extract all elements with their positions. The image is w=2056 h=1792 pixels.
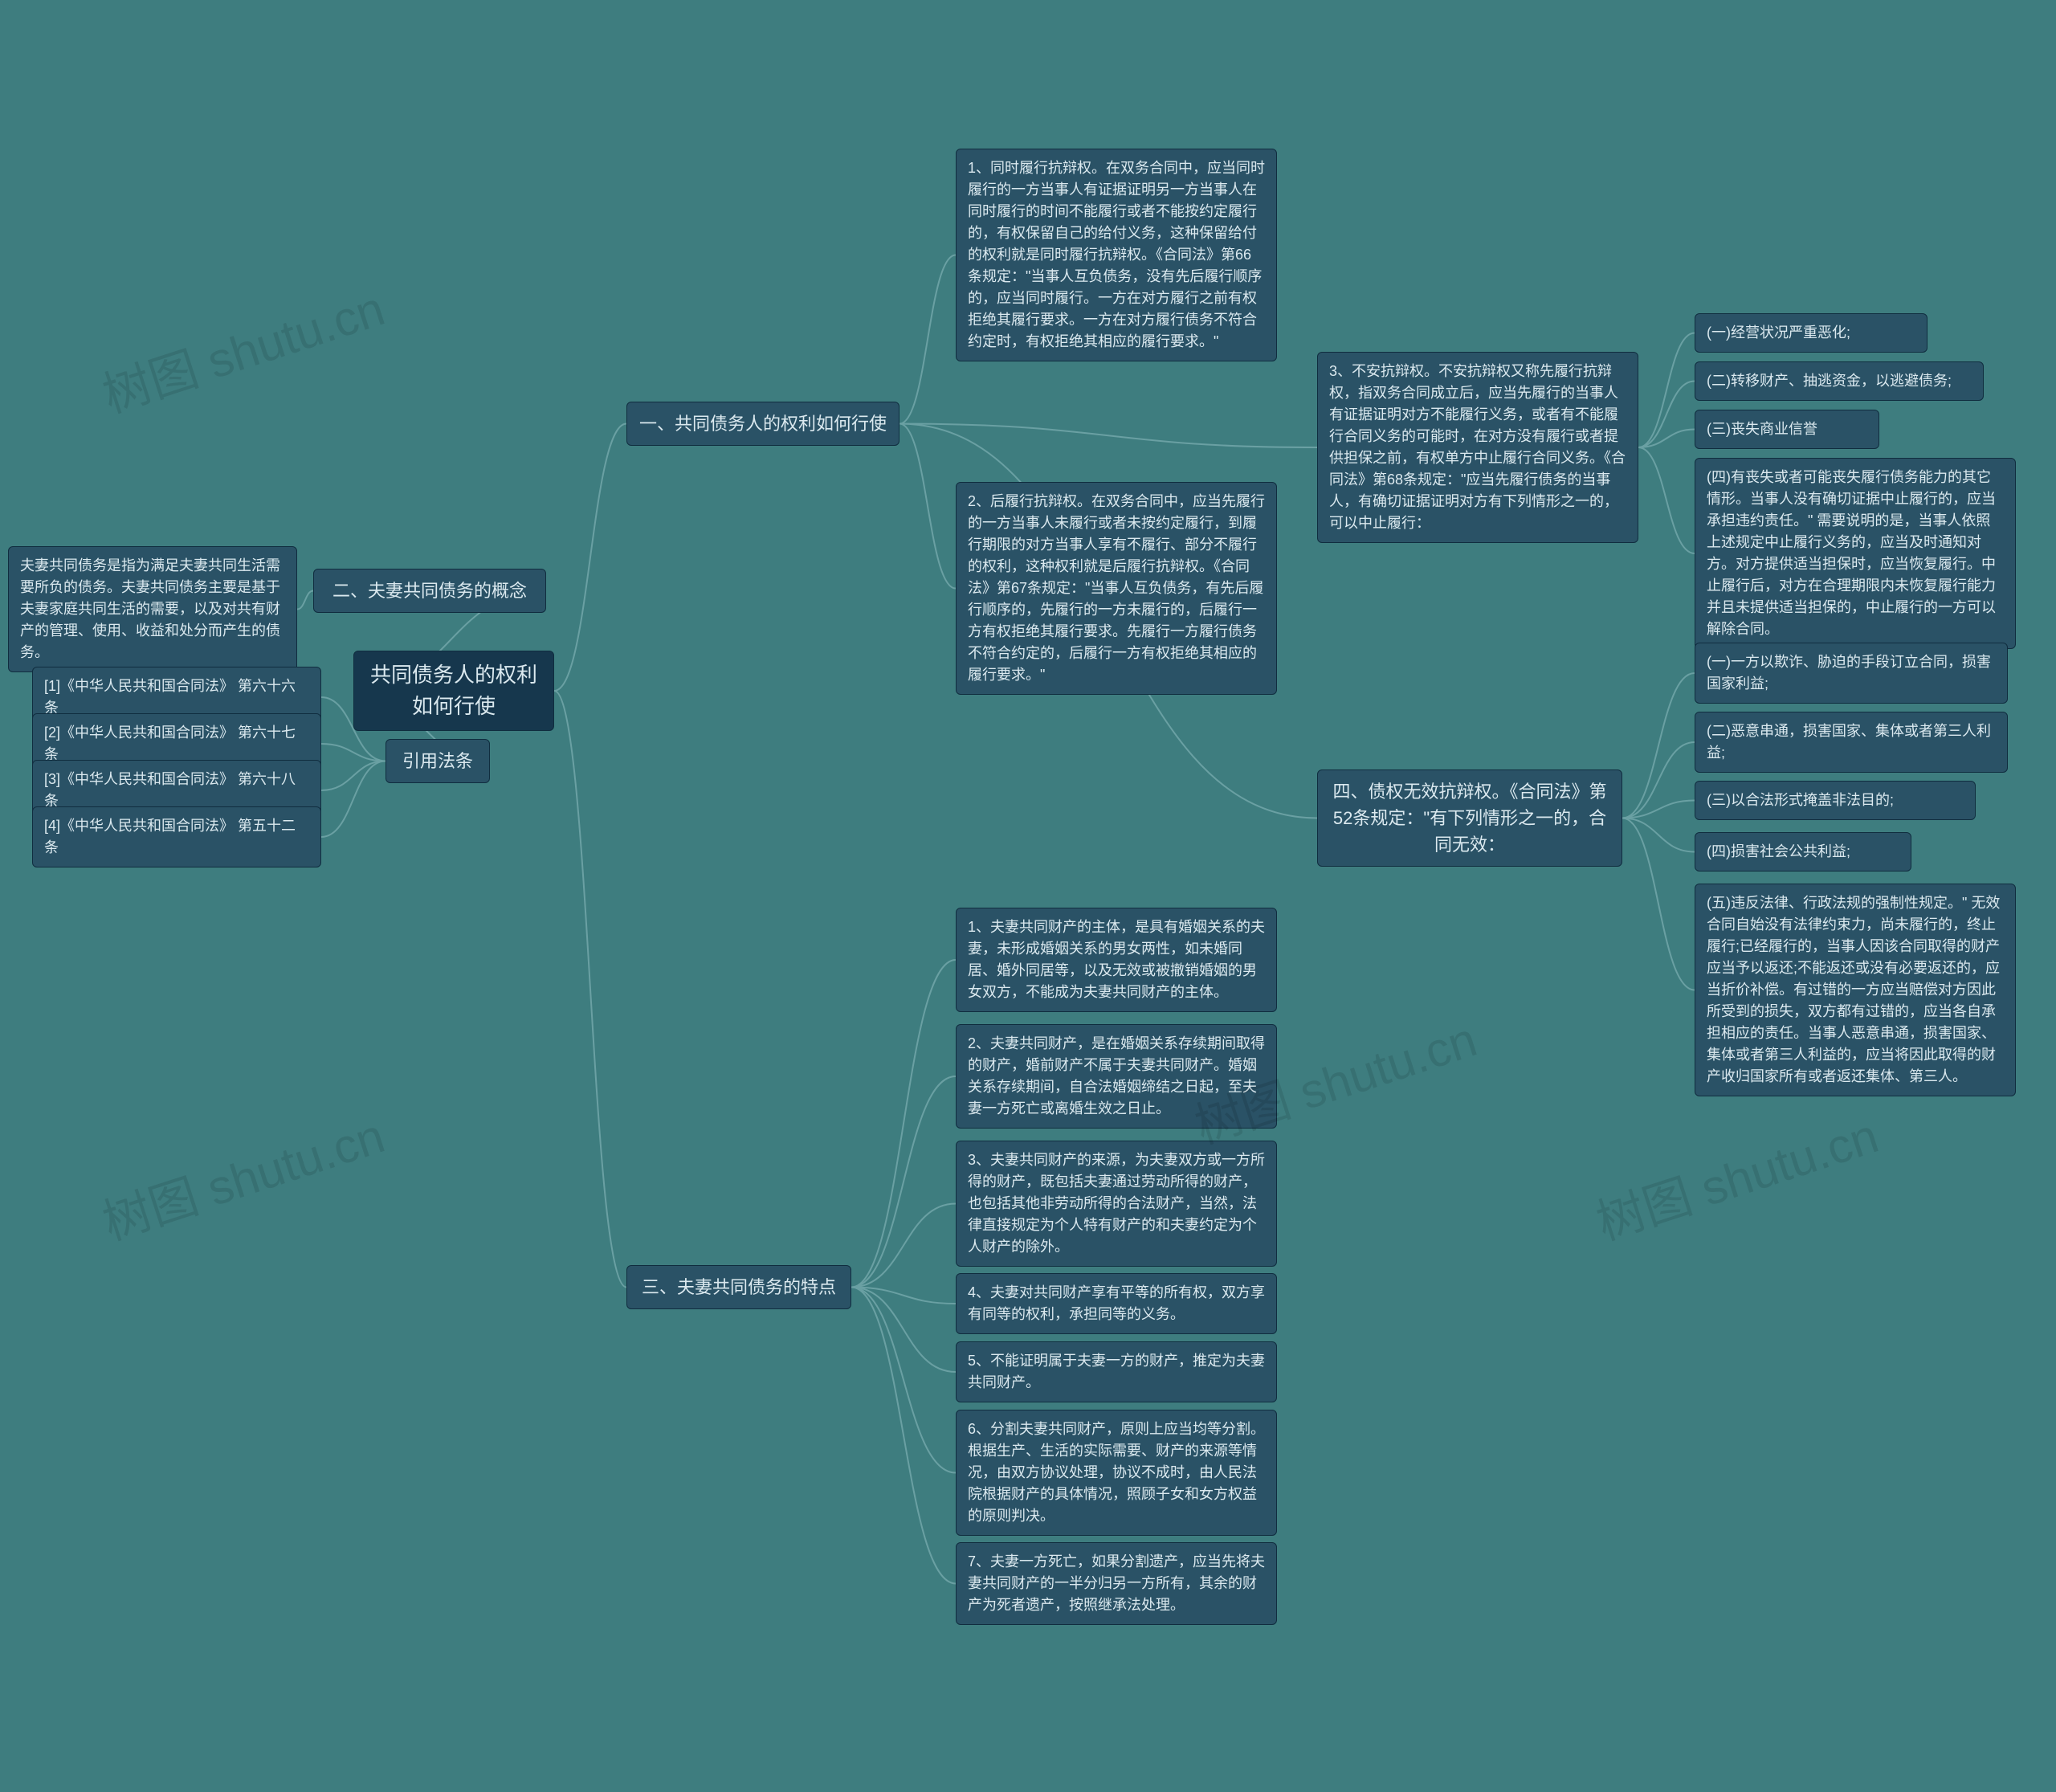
edge — [297, 591, 313, 610]
edge — [1638, 333, 1695, 448]
edge — [554, 424, 626, 692]
node-n3_3[interactable]: 3、夫妻共同财产的来源，为夫妻双方或一方所得的财产，既包括夫妻通过劳动所得的财产… — [956, 1141, 1277, 1267]
node-label: 2、夫妻共同财产，是在婚姻关系存续期间取得的财产，婚前财产不属于夫妻共同财产。婚… — [968, 1033, 1265, 1120]
node-label: 1、夫妻共同财产的主体，是具有婚姻关系的夫妻，未形成婚姻关系的男女两性，如未婚同… — [968, 916, 1265, 1003]
node-n4_4[interactable]: (四)损害社会公共利益; — [1695, 832, 1911, 872]
edge — [851, 1288, 956, 1584]
edge — [851, 1204, 956, 1288]
node-label: (四)有丧失或者可能丧失履行债务能力的其它情形。当事人没有确切证据中止履行的，应… — [1707, 467, 2004, 640]
edge — [851, 1288, 956, 1304]
node-label: 7、夫妻一方死亡，如果分割遗产，应当先将夫妻共同财产的一半分归另一方所有，其余的… — [968, 1551, 1265, 1616]
node-label: 6、分割夫妻共同财产，原则上应当均等分割。根据生产、生活的实际需要、财产的来源等… — [968, 1418, 1265, 1527]
node-n1_3b[interactable]: (二)转移财产、抽逃资金，以逃避债务; — [1695, 361, 1984, 401]
edge — [554, 691, 626, 1288]
edge — [900, 424, 1317, 448]
node-b3[interactable]: 三、夫妻共同债务的特点 — [626, 1265, 851, 1309]
node-n4_1[interactable]: (一)一方以欺诈、胁迫的手段订立合同，损害国家利益; — [1695, 643, 2008, 704]
node-label: [3]《中华人民共和国合同法》 第六十八条 — [44, 769, 309, 812]
node-n1_3[interactable]: 3、不安抗辩权。不安抗辩权又称先履行抗辩权，指双务合同成立后，应当先履行的当事人… — [1317, 352, 1638, 543]
node-n1_2[interactable]: 2、后履行抗辩权。在双务合同中，应当先履行的一方当事人未履行或者未按约定履行，到… — [956, 482, 1277, 695]
node-nL4[interactable]: [4]《中华人民共和国合同法》 第五十二条 — [32, 806, 321, 867]
node-label: 5、不能证明属于夫妻一方的财产，推定为夫妻共同财产。 — [968, 1350, 1265, 1394]
node-label: (二)恶意串通，损害国家、集体或者第三人利益; — [1707, 720, 1996, 764]
node-label: 2、后履行抗辩权。在双务合同中，应当先履行的一方当事人未履行或者未按约定履行，到… — [968, 491, 1265, 686]
watermark: 树图 shutu.cn — [92, 270, 392, 427]
node-n4_5[interactable]: (五)违反法律、行政法规的强制性规定。" 无效合同自始没有法律约束力，尚未履行的… — [1695, 884, 2016, 1096]
node-label: 1、同时履行抗辩权。在双务合同中，应当同时履行的一方当事人有证据证明另一方当事人… — [968, 157, 1265, 353]
node-label: (三)丧失商业信誉 — [1707, 418, 1817, 440]
edge — [1622, 673, 1695, 818]
mindmap-canvas: 共同债务人的权利如何行使 一、共同债务人的权利如何行使二、夫妻共同债务的概念三、夫… — [0, 0, 2056, 1792]
node-label: (二)转移财产、抽逃资金，以逃避债务; — [1707, 370, 1952, 392]
node-n3_2[interactable]: 2、夫妻共同财产，是在婚姻关系存续期间取得的财产，婚前财产不属于夫妻共同财产。婚… — [956, 1024, 1277, 1129]
node-bLaw[interactable]: 引用法条 — [386, 739, 490, 783]
node-label: 三、夫妻共同债务的特点 — [642, 1274, 836, 1300]
node-n2_1[interactable]: 夫妻共同债务是指为满足夫妻共同生活需要所负的债务。夫妻共同债务主要是基于夫妻家庭… — [8, 546, 297, 672]
node-n3_6[interactable]: 6、分割夫妻共同财产，原则上应当均等分割。根据生产、生活的实际需要、财产的来源等… — [956, 1410, 1277, 1536]
edge — [900, 255, 956, 424]
node-n1_3d[interactable]: (四)有丧失或者可能丧失履行债务能力的其它情形。当事人没有确切证据中止履行的，应… — [1695, 458, 2016, 649]
node-n3_5[interactable]: 5、不能证明属于夫妻一方的财产，推定为夫妻共同财产。 — [956, 1341, 1277, 1402]
edge — [851, 1288, 956, 1473]
node-n3_1[interactable]: 1、夫妻共同财产的主体，是具有婚姻关系的夫妻，未形成婚姻关系的男女两性，如未婚同… — [956, 908, 1277, 1012]
edge — [321, 744, 386, 761]
node-label: 引用法条 — [402, 748, 473, 774]
edge — [1638, 447, 1695, 553]
node-n4_2[interactable]: (二)恶意串通，损害国家、集体或者第三人利益; — [1695, 712, 2008, 773]
node-label: (一)经营状况严重恶化; — [1707, 322, 1850, 344]
node-label: [2]《中华人民共和国合同法》 第六十七条 — [44, 722, 309, 765]
edge — [1622, 818, 1695, 990]
node-b4[interactable]: 四、债权无效抗辩权。《合同法》第52条规定："有下列情形之一的，合同无效： — [1317, 769, 1622, 867]
node-label: (一)一方以欺诈、胁迫的手段订立合同，损害国家利益; — [1707, 651, 1996, 695]
edge — [851, 960, 956, 1288]
watermark: 树图 shutu.cn — [92, 1097, 392, 1254]
node-label: 共同债务人的权利如何行使 — [365, 659, 542, 722]
node-n1_1[interactable]: 1、同时履行抗辩权。在双务合同中，应当同时履行的一方当事人有证据证明另一方当事人… — [956, 149, 1277, 361]
edge — [1638, 382, 1695, 448]
node-n3_7[interactable]: 7、夫妻一方死亡，如果分割遗产，应当先将夫妻共同财产的一半分归另一方所有，其余的… — [956, 1542, 1277, 1625]
edge — [851, 1076, 956, 1288]
node-n1_3c[interactable]: (三)丧失商业信誉 — [1695, 410, 1879, 449]
edge — [851, 1288, 956, 1373]
node-n4_3[interactable]: (三)以合法形式掩盖非法目的; — [1695, 781, 1976, 820]
edge — [900, 424, 956, 589]
edge — [321, 761, 386, 791]
edge — [1622, 801, 1695, 818]
node-label: 4、夫妻对共同财产享有平等的所有权，双方享有同等的权利，承担同等的义务。 — [968, 1282, 1265, 1325]
node-label: 四、债权无效抗辩权。《合同法》第52条规定："有下列情形之一的，合同无效： — [1329, 778, 1610, 858]
node-label: (四)损害社会公共利益; — [1707, 841, 1850, 863]
node-label: (五)违反法律、行政法规的强制性规定。" 无效合同自始没有法律约束力，尚未履行的… — [1707, 892, 2004, 1088]
watermark: 树图 shutu.cn — [1586, 1097, 1886, 1254]
node-label: 二、夫妻共同债务的概念 — [332, 578, 527, 604]
node-b1[interactable]: 一、共同债务人的权利如何行使 — [626, 402, 900, 446]
edge — [1638, 430, 1695, 448]
node-root[interactable]: 共同债务人的权利如何行使 — [353, 651, 554, 731]
edge — [321, 761, 386, 838]
edge — [1622, 742, 1695, 818]
node-label: 一、共同债务人的权利如何行使 — [639, 410, 887, 437]
node-label: (三)以合法形式掩盖非法目的; — [1707, 790, 1894, 811]
node-n1_3a[interactable]: (一)经营状况严重恶化; — [1695, 313, 1928, 353]
edge — [1622, 818, 1695, 852]
node-label: 3、不安抗辩权。不安抗辩权又称先履行抗辩权，指双务合同成立后，应当先履行的当事人… — [1329, 361, 1626, 534]
node-label: 夫妻共同债务是指为满足夫妻共同生活需要所负的债务。夫妻共同债务主要是基于夫妻家庭… — [20, 555, 285, 663]
node-label: [1]《中华人民共和国合同法》 第六十六条 — [44, 676, 309, 719]
node-b2[interactable]: 二、夫妻共同债务的概念 — [313, 569, 546, 613]
node-label: [4]《中华人民共和国合同法》 第五十二条 — [44, 815, 309, 859]
node-n3_4[interactable]: 4、夫妻对共同财产享有平等的所有权，双方享有同等的权利，承担同等的义务。 — [956, 1273, 1277, 1334]
node-label: 3、夫妻共同财产的来源，为夫妻双方或一方所得的财产，既包括夫妻通过劳动所得的财产… — [968, 1149, 1265, 1258]
